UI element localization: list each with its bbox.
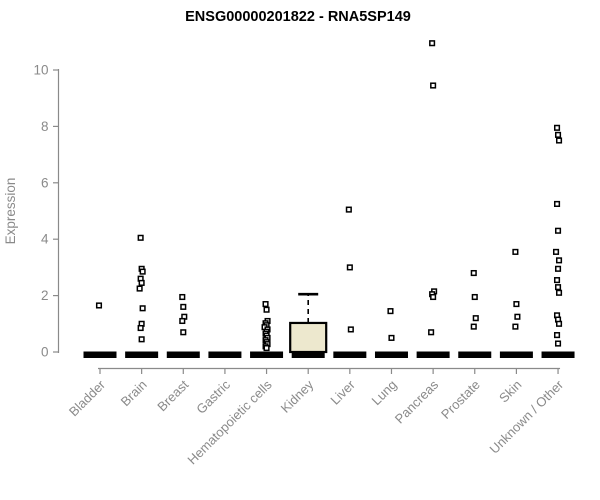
data-point <box>555 257 563 264</box>
x-tick-label: Liver <box>327 377 358 408</box>
data-point <box>554 284 562 291</box>
data-point <box>136 285 143 292</box>
data-point <box>345 206 352 213</box>
data-point <box>552 248 560 255</box>
data-point <box>179 293 186 301</box>
chart-title: ENSG00000201822 - RNA5SP149 <box>185 9 411 25</box>
data-point <box>137 324 144 332</box>
zero-median-bar <box>166 351 200 358</box>
data-point <box>554 265 562 272</box>
zero-median-bar <box>541 351 575 358</box>
data-point <box>428 329 435 336</box>
x-tick-label: Skin <box>496 377 524 405</box>
y-tick-label: 0 <box>41 345 49 360</box>
y-axis-label: Expression <box>3 178 18 245</box>
x-tick-label: Prostate <box>438 377 483 422</box>
zero-median-bar <box>499 351 533 358</box>
x-tick-label: Gastric <box>193 377 233 417</box>
data-point <box>180 303 187 310</box>
y-tick-label: 2 <box>41 288 49 303</box>
data-point <box>555 137 563 144</box>
zero-median-bar <box>125 351 159 358</box>
data-point <box>139 305 146 312</box>
zero-median-bar <box>291 351 325 358</box>
zero-median-bar <box>416 351 450 358</box>
x-tick-label: Lung <box>369 377 400 408</box>
box-iqr <box>289 321 328 354</box>
data-point <box>554 340 562 347</box>
data-point <box>554 227 562 234</box>
zero-median-bar <box>333 351 367 358</box>
x-tick-label: Brain <box>118 377 150 409</box>
data-point <box>138 279 145 286</box>
x-tick-label: Bladder <box>66 377 109 420</box>
data-point <box>470 269 477 277</box>
data-point <box>555 320 563 327</box>
x-tick-label: Breast <box>154 377 191 414</box>
x-tick-label: Kidney <box>278 377 317 416</box>
data-point <box>513 301 520 308</box>
data-point <box>430 293 437 301</box>
data-point <box>553 277 561 284</box>
data-point <box>555 289 563 296</box>
zero-median-bar <box>250 351 284 358</box>
data-point <box>139 268 146 275</box>
data-point <box>471 293 478 301</box>
data-point <box>262 301 269 308</box>
data-point <box>263 345 270 352</box>
data-point <box>263 306 270 313</box>
x-tick-label: Pancreas <box>392 377 442 427</box>
data-point <box>514 313 521 320</box>
data-point <box>470 323 477 330</box>
y-tick-label: 10 <box>33 63 48 78</box>
data-point <box>512 323 519 330</box>
y-tick-label: 8 <box>41 119 49 134</box>
data-point <box>553 332 561 339</box>
data-point <box>138 336 145 343</box>
zero-median-bar <box>374 351 408 358</box>
zero-median-bar <box>208 351 242 358</box>
y-tick-label: 4 <box>41 232 49 247</box>
data-point <box>554 131 562 138</box>
zero-median-bar <box>83 351 117 358</box>
data-point <box>137 234 144 241</box>
chart-marks <box>83 40 575 358</box>
data-point <box>430 82 437 89</box>
data-point <box>180 329 187 336</box>
data-point <box>346 264 353 271</box>
data-point <box>472 315 479 322</box>
data-point <box>388 334 395 341</box>
data-point <box>553 200 561 207</box>
data-point <box>512 248 519 255</box>
data-point <box>179 317 186 325</box>
zero-median-bar <box>458 351 492 358</box>
y-tick-label: 6 <box>41 175 49 190</box>
data-point <box>553 124 561 131</box>
x-tick-label: Unknown / Other <box>487 377 567 457</box>
data-point <box>347 326 354 333</box>
data-point <box>95 302 103 309</box>
data-point <box>387 308 394 315</box>
data-point <box>429 40 436 47</box>
